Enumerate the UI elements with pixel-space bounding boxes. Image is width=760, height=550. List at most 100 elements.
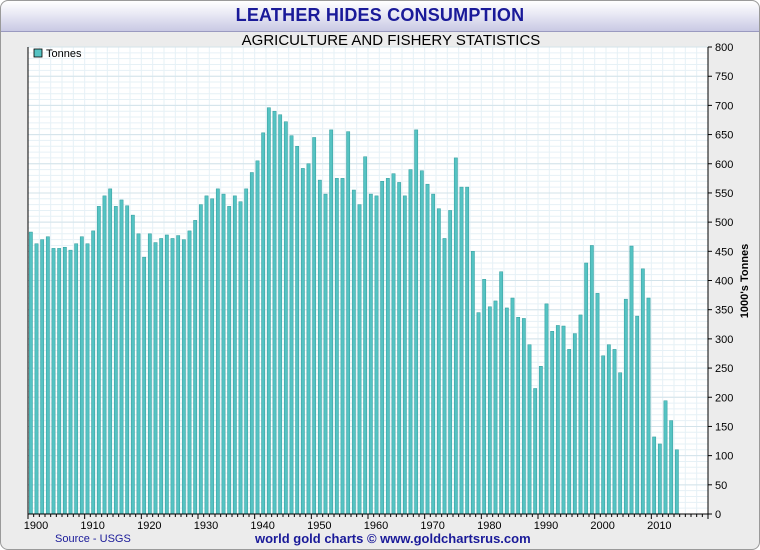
bar bbox=[402, 195, 407, 515]
bar bbox=[170, 238, 175, 515]
bar bbox=[663, 400, 668, 515]
bar bbox=[142, 256, 147, 515]
bar bbox=[34, 243, 39, 515]
bar bbox=[487, 306, 492, 515]
bar bbox=[499, 271, 504, 515]
y-tick-label: 400 bbox=[715, 276, 733, 288]
bar bbox=[363, 156, 368, 515]
bar bbox=[538, 366, 543, 515]
y-tick-label: 150 bbox=[715, 421, 733, 433]
bar bbox=[227, 206, 232, 515]
bar bbox=[74, 243, 79, 515]
bar bbox=[629, 245, 634, 515]
bar bbox=[657, 443, 662, 515]
bar bbox=[612, 349, 617, 515]
bar bbox=[346, 131, 351, 515]
bar bbox=[221, 193, 226, 515]
bar bbox=[351, 189, 356, 515]
x-tick-label: 1910 bbox=[80, 520, 104, 532]
bar bbox=[550, 331, 555, 515]
bar bbox=[606, 344, 611, 515]
bar bbox=[334, 178, 339, 515]
y-tick-label: 250 bbox=[715, 363, 733, 375]
bar bbox=[431, 193, 436, 515]
x-tick-label: 2000 bbox=[590, 520, 614, 532]
x-tick-label: 1930 bbox=[194, 520, 218, 532]
bar bbox=[380, 181, 385, 515]
bar bbox=[419, 170, 424, 515]
bar bbox=[204, 195, 209, 515]
credit-note: world gold charts © www.goldchartsrus.co… bbox=[255, 531, 531, 546]
bar bbox=[153, 242, 158, 515]
x-tick-label: 1940 bbox=[250, 520, 274, 532]
bar bbox=[374, 195, 379, 515]
bar bbox=[448, 210, 453, 515]
bar bbox=[102, 195, 107, 515]
bar bbox=[618, 372, 623, 515]
bar bbox=[425, 183, 430, 515]
y-tick-label: 700 bbox=[715, 100, 733, 112]
bar bbox=[561, 325, 566, 515]
bar bbox=[238, 201, 243, 515]
bar bbox=[646, 297, 651, 515]
bar bbox=[397, 182, 402, 515]
x-tick-label: 1990 bbox=[534, 520, 558, 532]
bar bbox=[45, 236, 50, 515]
bar bbox=[470, 251, 475, 515]
x-tick-label: 1920 bbox=[137, 520, 161, 532]
y-axis-label: 1000's Tonnes bbox=[739, 243, 751, 319]
bar bbox=[385, 178, 390, 515]
bar bbox=[357, 204, 362, 515]
bar bbox=[232, 195, 237, 515]
bar bbox=[476, 312, 481, 515]
bar bbox=[62, 246, 67, 515]
bar bbox=[317, 179, 322, 515]
bar bbox=[572, 333, 577, 515]
bar bbox=[391, 173, 396, 515]
y-tick-label: 100 bbox=[715, 451, 733, 463]
bar bbox=[453, 157, 458, 515]
bar bbox=[510, 297, 515, 515]
y-tick-label: 300 bbox=[715, 334, 733, 346]
bar bbox=[266, 107, 271, 515]
bar bbox=[164, 234, 169, 515]
bar bbox=[493, 300, 498, 515]
y-tick-label: 600 bbox=[715, 159, 733, 171]
bar bbox=[210, 198, 215, 515]
bar bbox=[113, 206, 118, 515]
bar bbox=[465, 186, 470, 515]
legend-swatch bbox=[33, 48, 43, 58]
bar bbox=[408, 169, 413, 515]
bar bbox=[278, 114, 283, 515]
bar bbox=[136, 233, 141, 515]
bar bbox=[442, 238, 447, 515]
x-tick-label: 1970 bbox=[420, 520, 444, 532]
bar bbox=[198, 204, 203, 515]
bar bbox=[504, 307, 509, 515]
bar bbox=[28, 231, 33, 515]
bar bbox=[147, 233, 152, 515]
y-tick-label: 750 bbox=[715, 71, 733, 83]
bar bbox=[533, 388, 538, 515]
bar bbox=[261, 132, 266, 515]
bar bbox=[323, 193, 328, 515]
source-note: Source - USGS bbox=[55, 533, 131, 545]
title-bar: LEATHER HIDES CONSUMPTION bbox=[1, 1, 759, 32]
y-tick-label: 50 bbox=[715, 480, 727, 492]
bar bbox=[459, 186, 464, 515]
y-tick-label: 450 bbox=[715, 246, 733, 258]
bar bbox=[544, 303, 549, 515]
bar bbox=[68, 249, 73, 515]
bar bbox=[595, 293, 600, 515]
bar bbox=[306, 163, 311, 515]
bar bbox=[640, 268, 645, 515]
bar bbox=[312, 137, 317, 515]
chart-subtitle: AGRICULTURE AND FISHERY STATISTICS bbox=[241, 32, 541, 49]
bar bbox=[329, 129, 334, 515]
bar bbox=[516, 317, 521, 515]
bar bbox=[40, 239, 45, 515]
bar bbox=[91, 230, 96, 515]
legend-label: Tonnes bbox=[46, 48, 82, 60]
bar bbox=[119, 199, 124, 515]
